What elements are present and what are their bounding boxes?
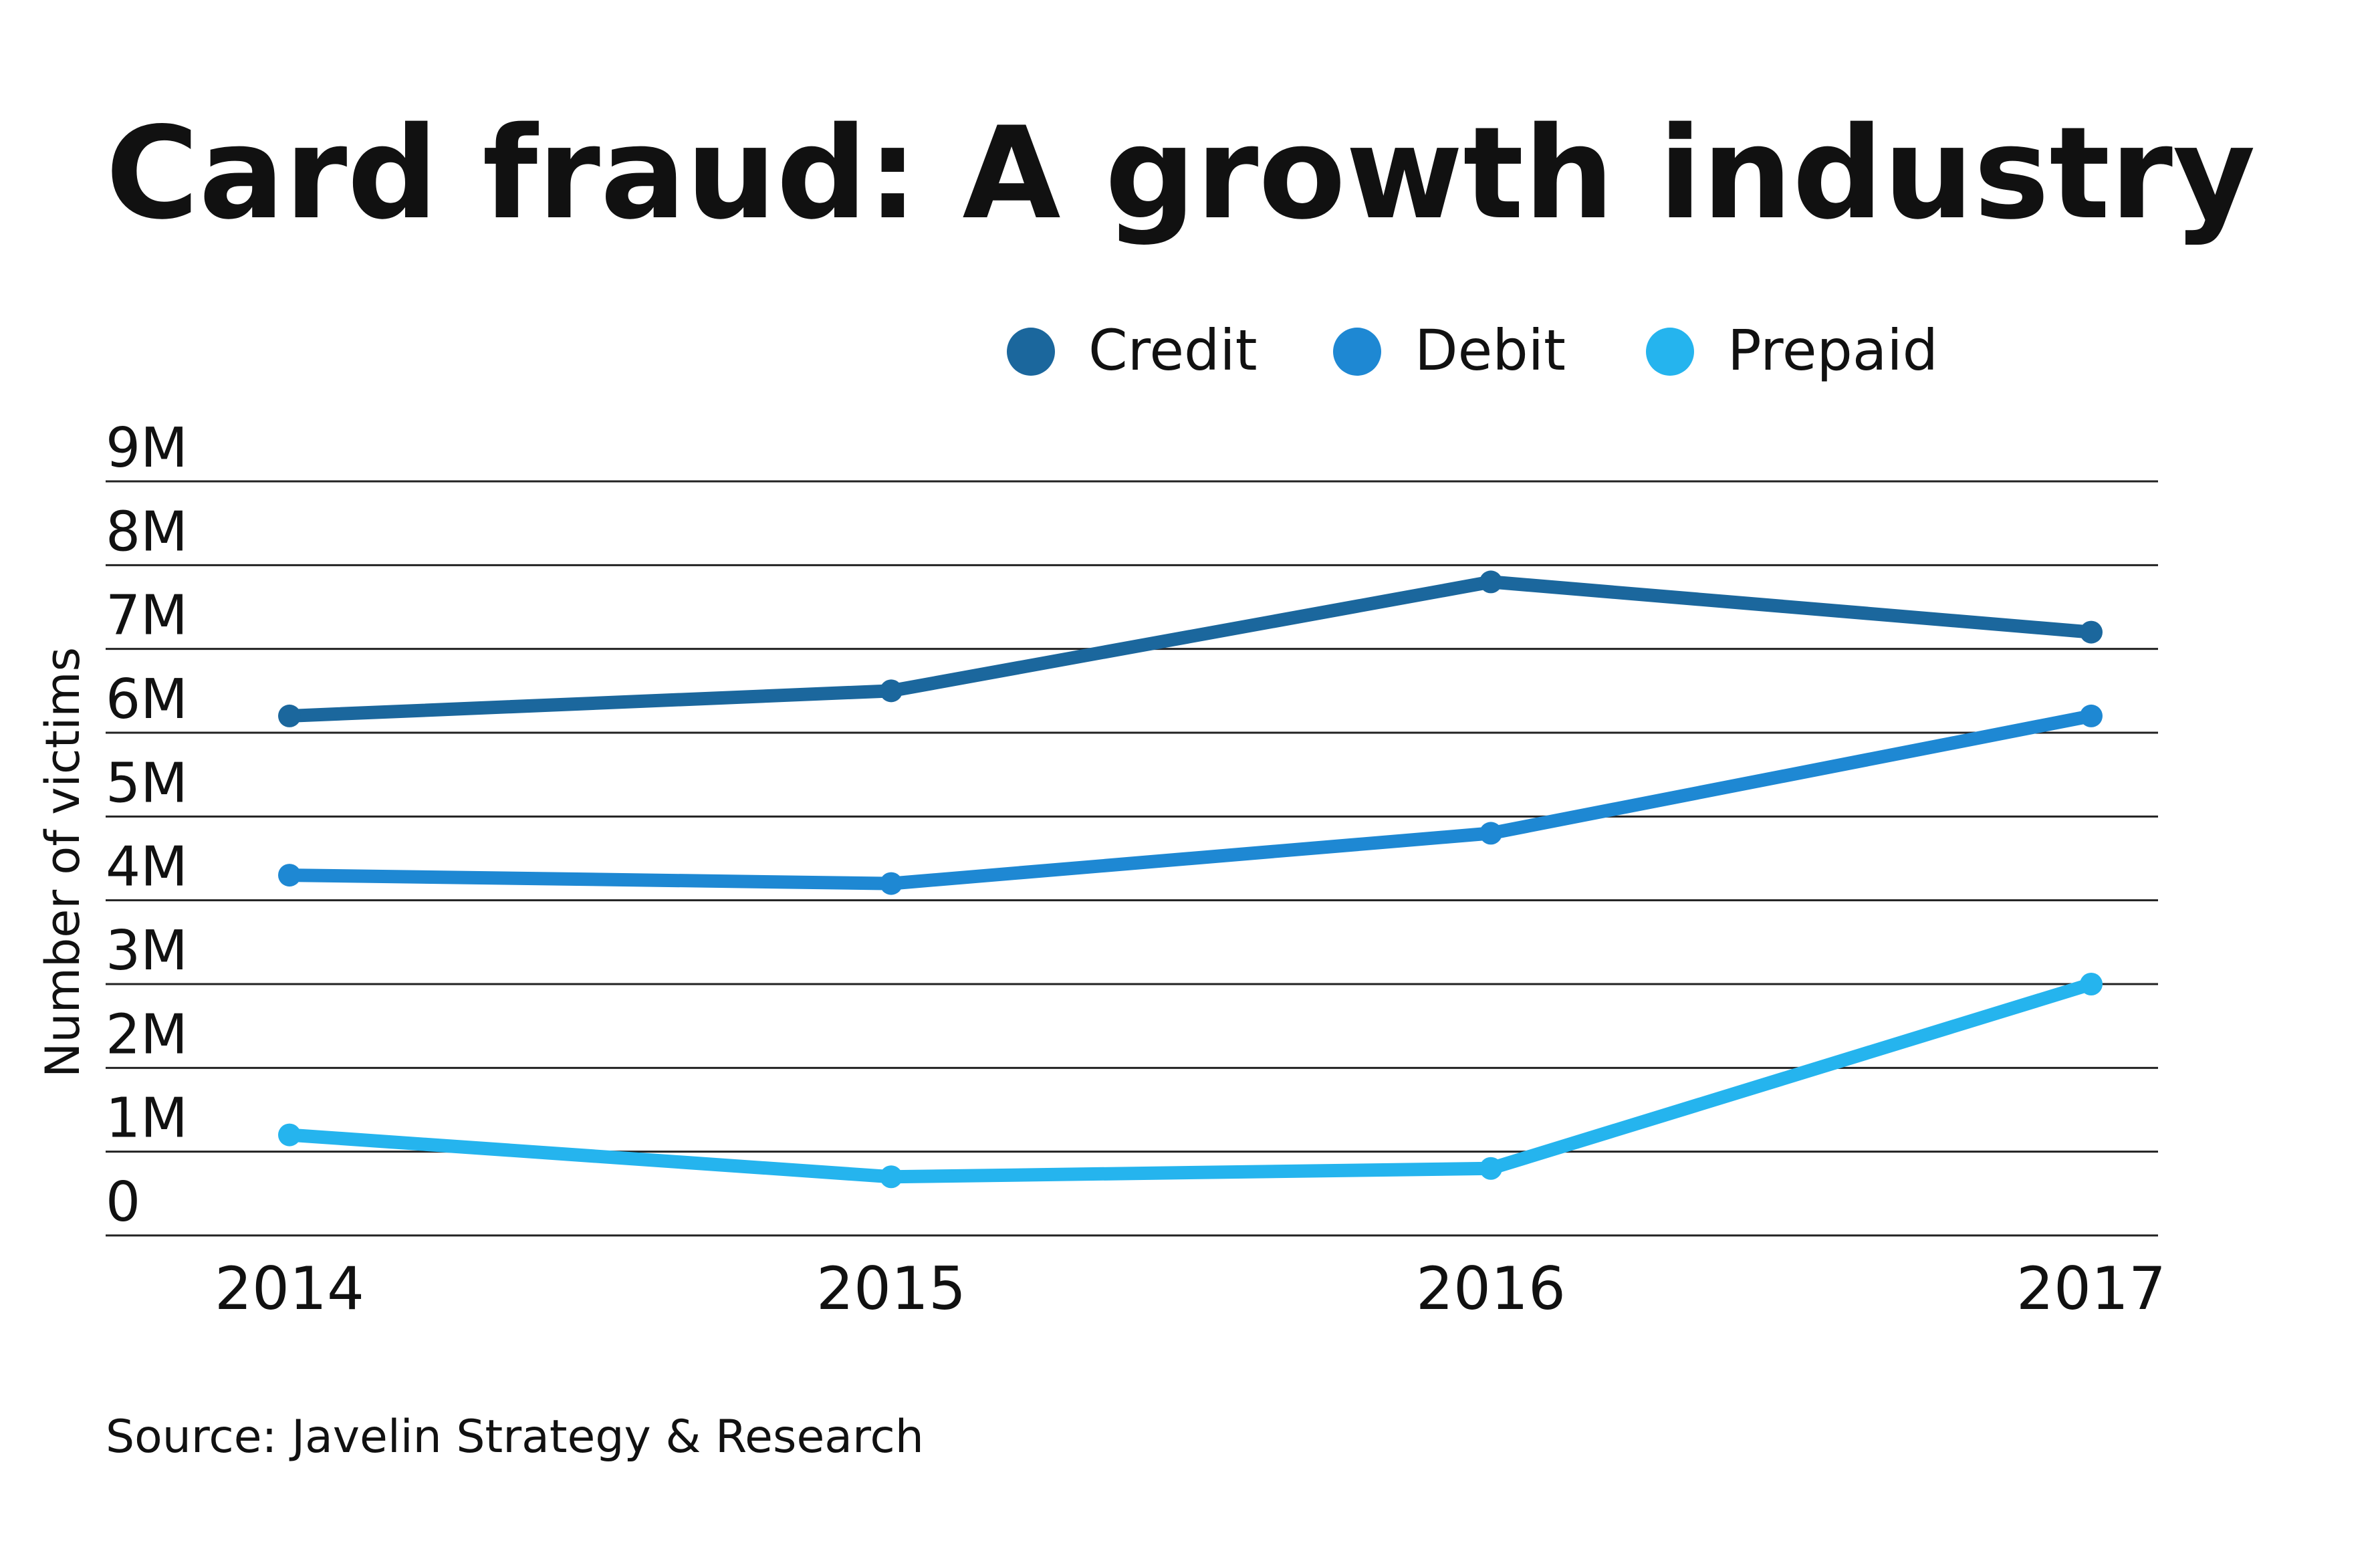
series-credit xyxy=(278,570,2103,727)
x-tick-label: 2017 xyxy=(2016,1254,2166,1323)
data-point xyxy=(1479,570,1502,594)
y-tick-label: 5M xyxy=(106,751,188,815)
data-point xyxy=(880,679,903,703)
data-point xyxy=(1479,1157,1502,1180)
series-prepaid xyxy=(278,973,2103,1189)
x-tick-label: 2016 xyxy=(1416,1254,1566,1323)
series-line xyxy=(283,709,2098,890)
legend: Credit Debit Prepaid xyxy=(1007,318,1938,383)
y-axis-ticks: 0 1M 2M 3M 4M 5M 6M 7M 8M 9M xyxy=(106,416,188,1234)
series-line xyxy=(283,977,2098,1184)
data-point xyxy=(278,704,301,727)
data-point xyxy=(1479,822,1502,845)
y-axis-label: Number of victims xyxy=(35,647,90,1078)
y-tick-label: 8M xyxy=(106,500,188,564)
data-point xyxy=(2080,620,2103,644)
data-point xyxy=(880,872,903,895)
y-tick-label: 9M xyxy=(106,416,188,480)
legend-marker xyxy=(1007,328,1055,376)
data-point xyxy=(2080,704,2103,727)
y-tick-label: 3M xyxy=(106,919,188,983)
x-tick-label: 2014 xyxy=(215,1254,364,1323)
series-line xyxy=(283,575,2098,723)
data-point xyxy=(278,1123,301,1147)
data-point xyxy=(2080,973,2103,995)
legend-marker xyxy=(1646,328,1694,376)
series-layer xyxy=(278,570,2103,1189)
y-tick-label: 6M xyxy=(106,668,188,731)
y-tick-label: 7M xyxy=(106,584,188,648)
y-tick-label: 4M xyxy=(106,836,188,899)
source-note: Source: Javelin Strategy & Research xyxy=(106,1411,924,1463)
y-tick-label: 0 xyxy=(106,1171,140,1234)
data-point xyxy=(880,1165,903,1189)
y-tick-label: 1M xyxy=(106,1087,188,1151)
y-tick-label: 2M xyxy=(106,1003,188,1066)
x-axis-ticks: 2014 2015 2016 2017 xyxy=(215,1254,2166,1323)
legend-label: Credit xyxy=(1088,318,1258,383)
data-point xyxy=(278,864,301,887)
chart-title: Card fraud: A growth industry xyxy=(106,100,2256,247)
legend-marker xyxy=(1333,328,1381,376)
legend-label: Debit xyxy=(1415,318,1566,383)
legend-label: Prepaid xyxy=(1728,318,1938,383)
x-tick-label: 2015 xyxy=(816,1254,966,1323)
series-debit xyxy=(278,704,2103,895)
